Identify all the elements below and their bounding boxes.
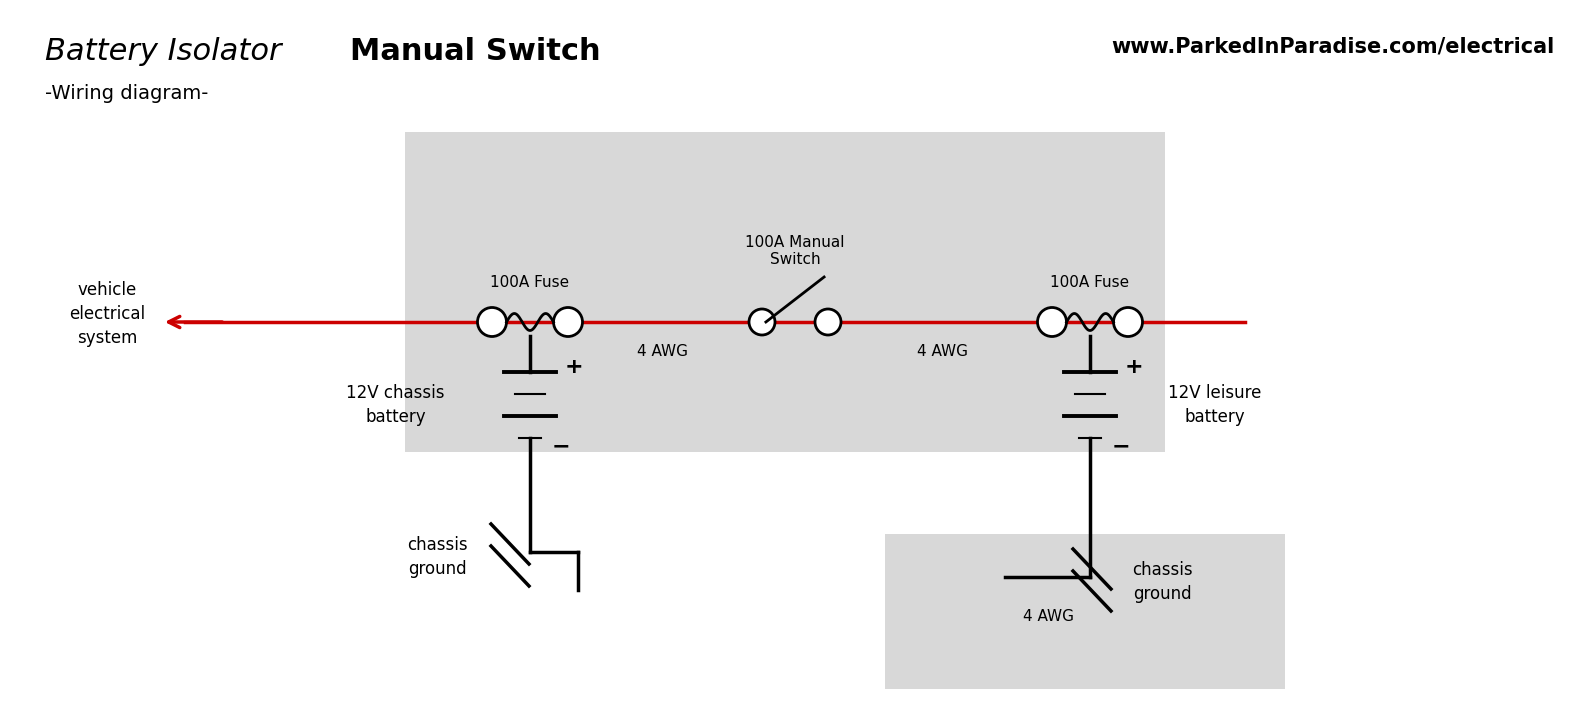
Text: Manual Switch: Manual Switch <box>350 37 601 66</box>
Text: 100A Fuse: 100A Fuse <box>1050 275 1129 290</box>
Text: 100A Fuse: 100A Fuse <box>491 275 570 290</box>
Bar <box>405 132 1164 452</box>
Circle shape <box>553 308 583 337</box>
Text: +: + <box>566 357 583 377</box>
Circle shape <box>478 308 507 337</box>
Circle shape <box>749 309 776 335</box>
Text: -Wiring diagram-: -Wiring diagram- <box>45 84 209 103</box>
Bar <box>886 534 1286 689</box>
Text: 4 AWG: 4 AWG <box>918 344 969 359</box>
Text: vehicle
electrical
system: vehicle electrical system <box>68 281 145 347</box>
Text: 12V chassis
battery: 12V chassis battery <box>347 384 444 426</box>
Circle shape <box>1037 308 1066 337</box>
Text: 12V leisure
battery: 12V leisure battery <box>1168 384 1262 426</box>
Circle shape <box>816 309 841 335</box>
Text: chassis
ground: chassis ground <box>1133 561 1193 603</box>
Text: 4 AWG: 4 AWG <box>1023 609 1074 624</box>
Text: +: + <box>1125 357 1144 377</box>
Text: 100A Manual
Switch: 100A Manual Switch <box>746 235 844 267</box>
Text: www.ParkedInParadise.com/electrical: www.ParkedInParadise.com/electrical <box>1112 37 1555 57</box>
Text: −: − <box>553 436 570 456</box>
Text: Battery Isolator: Battery Isolator <box>45 37 292 66</box>
Circle shape <box>1114 308 1142 337</box>
Text: 4 AWG: 4 AWG <box>637 344 688 359</box>
Text: chassis
ground: chassis ground <box>408 537 468 578</box>
Text: −: − <box>1112 436 1131 456</box>
